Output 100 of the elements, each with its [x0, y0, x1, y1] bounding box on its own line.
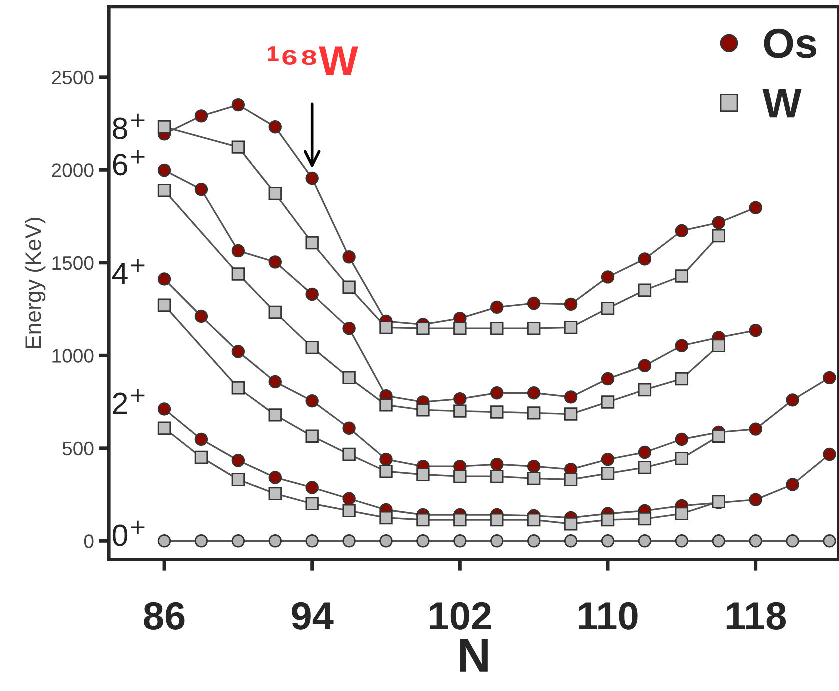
point: [601, 467, 615, 480]
point: [194, 432, 208, 446]
point: [306, 394, 319, 408]
point: [194, 450, 208, 464]
x-tick-label: 94: [292, 602, 334, 630]
point: [306, 236, 319, 250]
point: [749, 324, 762, 338]
point: [454, 470, 467, 484]
point: [675, 339, 689, 352]
point: [601, 372, 615, 386]
point: [454, 513, 467, 527]
y-tick-label: 500: [62, 442, 94, 456]
point: [232, 345, 246, 358]
point: [380, 465, 393, 478]
point: [675, 534, 689, 548]
point: [601, 396, 615, 409]
point: [527, 296, 541, 310]
point: [527, 406, 541, 420]
annotation: 6$^{+}$: [113, 150, 145, 176]
point: [527, 460, 541, 474]
point: [638, 534, 652, 548]
point: [638, 252, 652, 266]
point: [268, 408, 282, 422]
point: [342, 422, 356, 435]
point: [749, 422, 762, 436]
point: [823, 448, 836, 462]
point: [268, 256, 282, 269]
y-tick-label: 0: [84, 534, 94, 548]
point: [232, 454, 246, 468]
point: [342, 504, 356, 518]
point: [416, 534, 430, 548]
y-tick-label: 1000: [52, 349, 94, 363]
point: [306, 172, 319, 186]
annotation: 8$^{+}$: [113, 114, 145, 140]
point: [232, 140, 246, 154]
point: [306, 497, 319, 510]
point: [675, 507, 689, 520]
x-tick-label: 110: [579, 602, 638, 630]
point: [675, 452, 689, 466]
point: [638, 284, 652, 297]
point: [749, 534, 762, 548]
point: [823, 371, 836, 385]
point: [232, 534, 246, 548]
point: [490, 300, 504, 314]
point: [564, 473, 578, 486]
point: [675, 372, 689, 386]
point: [527, 322, 541, 336]
point: [268, 375, 282, 389]
point: [675, 432, 689, 446]
point: [380, 452, 393, 466]
point: [749, 201, 762, 214]
point: [712, 430, 726, 443]
point: [454, 322, 467, 336]
point: [527, 534, 541, 548]
legend-label: Os: [764, 28, 816, 58]
point: [342, 280, 356, 294]
y-tick-label: 1500: [52, 256, 94, 270]
point: [342, 534, 356, 548]
point: [158, 184, 172, 198]
point: [268, 487, 282, 500]
point: [675, 224, 689, 238]
point: [454, 392, 467, 406]
point: [564, 298, 578, 312]
x-axis-title: N: [460, 639, 488, 672]
point: [712, 534, 726, 548]
point: [268, 534, 282, 548]
point: [158, 164, 172, 178]
point: [380, 398, 393, 412]
annotation: 0$^{+}$: [112, 520, 145, 546]
point: [158, 272, 172, 286]
point: [232, 382, 246, 395]
point: [601, 302, 615, 316]
point: [490, 386, 504, 400]
point: [306, 430, 319, 443]
point: [675, 270, 689, 283]
x-tick-label: 118: [726, 602, 786, 630]
point: [268, 187, 282, 200]
point: [527, 472, 541, 486]
point: [638, 359, 652, 372]
point: [601, 452, 615, 466]
point: [416, 513, 430, 527]
point: [712, 339, 726, 352]
point: [638, 461, 652, 474]
point: [416, 322, 430, 336]
point: [158, 298, 172, 312]
point: [194, 183, 208, 196]
point: [416, 468, 430, 482]
point: [158, 402, 172, 416]
point: [380, 534, 393, 548]
point: [380, 511, 393, 525]
point: [564, 321, 578, 334]
point: [527, 386, 541, 400]
point: [342, 371, 356, 385]
point: [232, 98, 246, 112]
point: [490, 458, 504, 472]
point: [601, 513, 615, 527]
point: [490, 513, 504, 527]
annotation: 2$^{+}$: [113, 389, 145, 414]
point: [490, 534, 504, 548]
point: [380, 321, 393, 334]
